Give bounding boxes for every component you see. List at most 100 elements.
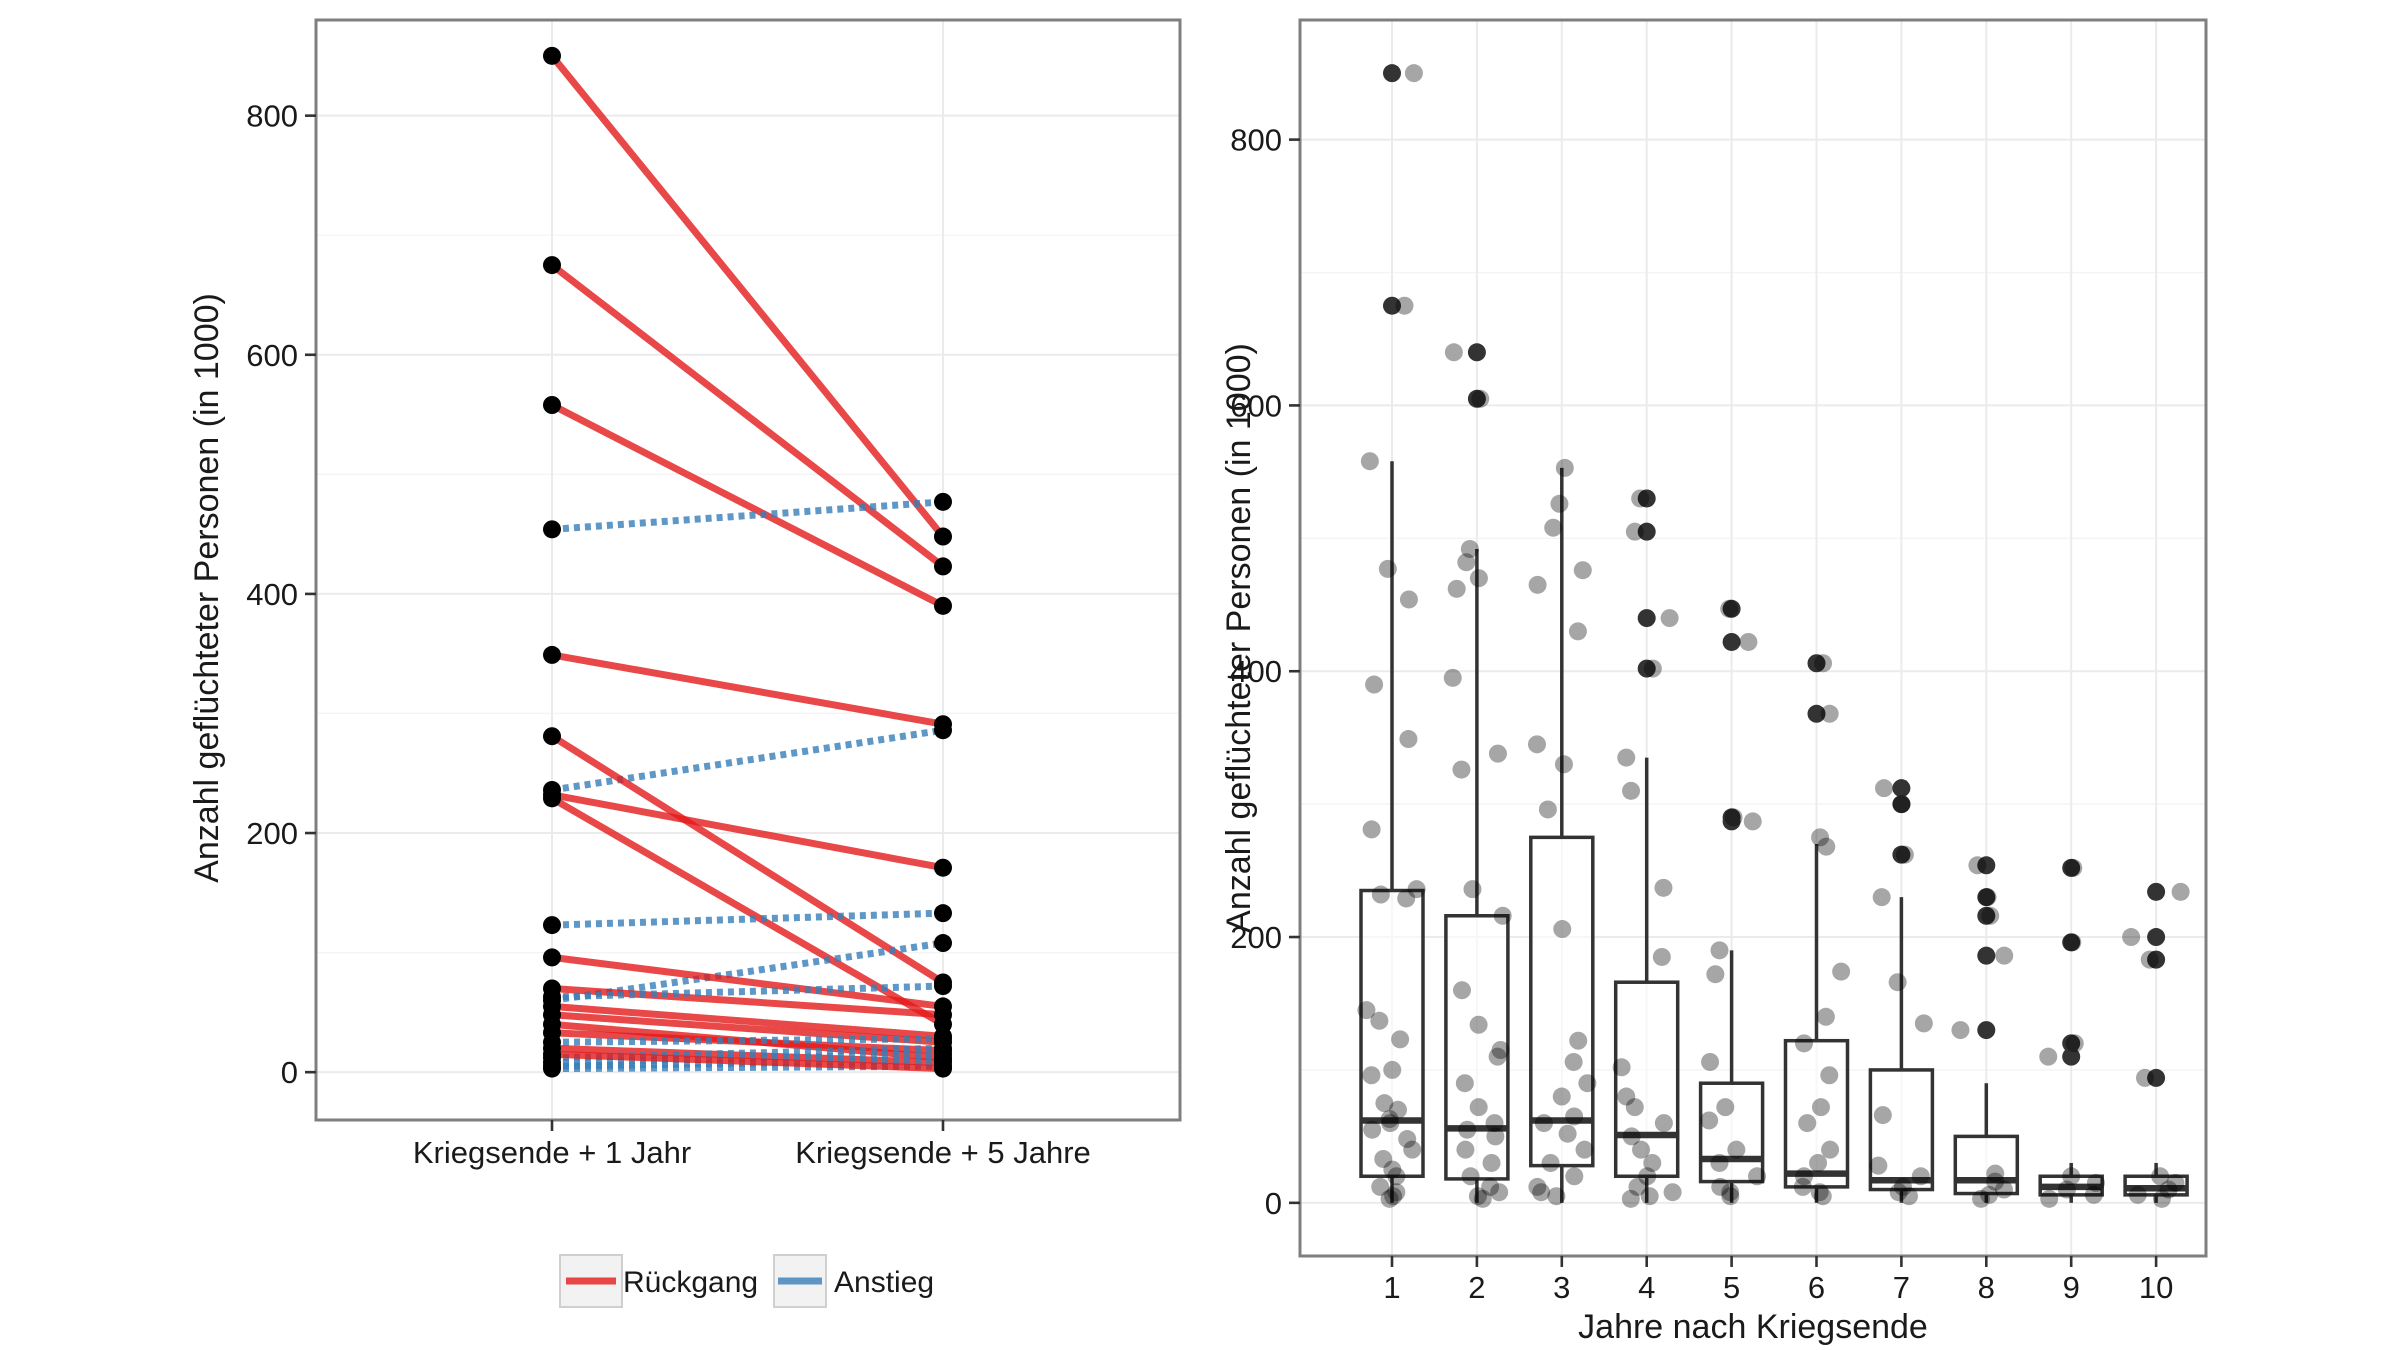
jitter-point [1538, 800, 1557, 819]
jitter-point [2039, 1047, 2058, 1066]
data-point [543, 727, 561, 746]
data-point [543, 916, 561, 935]
jitter-point [1565, 1167, 1584, 1186]
data-point [934, 527, 952, 546]
data-point [543, 948, 561, 967]
jitter-point [1625, 522, 1644, 541]
data-point [934, 1005, 952, 1024]
jitter-point [1469, 569, 1488, 588]
x-tick-label: 5 [1723, 1270, 1740, 1305]
x-tick-label: 9 [2063, 1270, 2080, 1305]
jitter-point [1899, 1187, 1918, 1206]
jitter-point [1795, 1034, 1814, 1053]
jitter-point [2128, 1185, 2147, 1204]
slope-chart-gridlines [316, 20, 1180, 1120]
jitter-point [1473, 1189, 1492, 1208]
slope-chart-series [549, 53, 946, 1073]
legend-label-decline: Rückgang [623, 1266, 758, 1299]
jitter-point [1482, 1153, 1501, 1172]
jitter-point [1387, 1167, 1406, 1186]
jitter-point [1398, 1130, 1417, 1149]
series-line-decline [551, 1029, 944, 1055]
data-point [543, 1045, 561, 1064]
x-tick-label: 6 [1808, 1270, 1825, 1305]
jitter-point [1447, 579, 1466, 598]
jitter-point [1816, 1007, 1835, 1026]
jitter-point [2062, 1167, 2081, 1186]
series-line-decline [551, 791, 944, 872]
box-outlier [2062, 1047, 2081, 1066]
jitter-point [1710, 1153, 1729, 1172]
jitter-point [1632, 1140, 1651, 1159]
jitter-point [1820, 1066, 1839, 1085]
jitter-point [1981, 906, 2000, 925]
jitter-point [2057, 1180, 2076, 1199]
boxplot-border [1298, 18, 2208, 1258]
legend: Rückgang Anstieg [559, 1254, 934, 1308]
jitter-point [1569, 1031, 1588, 1050]
jitter-point [1811, 1098, 1830, 1117]
jitter-point [1455, 1074, 1474, 1093]
jitter-point [1640, 1187, 1659, 1206]
jitter-point [1810, 1183, 1829, 1202]
y-tick-label: 200 [246, 816, 298, 851]
jitter-point [1706, 965, 1725, 984]
jitter-point [1471, 389, 1490, 408]
slope-chart-y-axis-title: Anzahl geflüchteter Personen (in 1000) [188, 293, 226, 883]
slope-chart-x-axis: Kriegsende + 1 Jahr Kriegsende + 5 Jahre [413, 1120, 1091, 1170]
jitter-point [1798, 1114, 1817, 1133]
jitter-point [1399, 730, 1418, 749]
series-line-decline [550, 795, 945, 1028]
jitter-point [1638, 1167, 1657, 1186]
jitter-point [1612, 1058, 1631, 1077]
jitter-point [1532, 1183, 1551, 1202]
box-outlier [2147, 928, 2166, 947]
jitter-point [1739, 632, 1758, 651]
jitter-point [1652, 947, 1671, 966]
box [1444, 914, 1510, 1181]
slope-chart-y-axis: 0 200 400 600 800 [246, 99, 316, 1090]
jitter-point [1380, 1110, 1399, 1129]
series-line-decline [551, 984, 944, 1019]
jitter-point [1817, 837, 1836, 856]
x-tick-label: 8 [1978, 1270, 1995, 1305]
box [1698, 1081, 1765, 1184]
jitter-point [1488, 744, 1507, 763]
jitter-point [1541, 1153, 1560, 1172]
jitter-point [1978, 888, 1997, 907]
data-point [543, 520, 561, 539]
box-outlier [1892, 795, 1911, 814]
series-line-decline [551, 1050, 944, 1073]
jitter-point [1701, 1052, 1720, 1071]
jitter-point [1814, 654, 1833, 673]
box-outlier [2062, 933, 2081, 952]
jitter-point [1914, 1014, 1933, 1033]
jitter-point [1869, 1156, 1888, 1175]
jitter-point [1889, 1183, 1908, 1202]
jitter-point [1872, 888, 1891, 907]
slope-chart-points [543, 46, 952, 1078]
jitter-point [1578, 1074, 1597, 1093]
jitter-point [1397, 889, 1416, 908]
jitter-point [1491, 1041, 1510, 1059]
box-outlier [1807, 704, 1826, 723]
jitter-point [1813, 1187, 1832, 1206]
x-tick-label: Kriegsende + 5 Jahre [795, 1135, 1091, 1170]
jitter-point [1544, 518, 1563, 537]
box [1783, 1038, 1850, 1189]
jitter-point [1452, 760, 1471, 779]
jitter-point [1528, 1177, 1547, 1196]
data-point [934, 934, 952, 953]
y-tick-label: 0 [1265, 1186, 1282, 1221]
y-tick-label: 0 [281, 1055, 298, 1090]
box-outlier [2062, 858, 2081, 877]
jitter-point [1643, 1153, 1662, 1172]
box-outlier [1977, 888, 1996, 907]
jitter-point [1873, 1106, 1892, 1125]
box-outlier [1383, 64, 1401, 83]
jitter-point [1892, 795, 1911, 814]
series-line-decline [551, 953, 944, 1010]
box-outlier [1637, 609, 1656, 628]
box [1953, 1134, 2020, 1196]
